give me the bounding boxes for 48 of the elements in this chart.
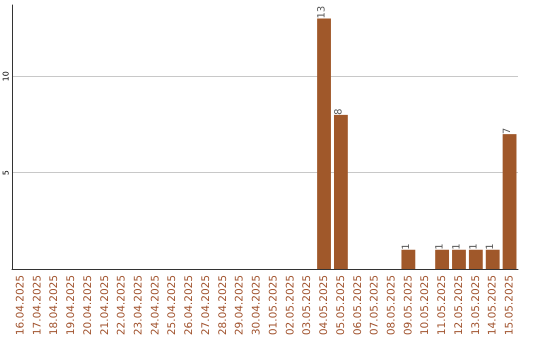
x-tick-label: 30.04.2025 [250,275,263,336]
x-tick-label: 13.05.2025 [470,275,482,336]
x-tick-label: 21.04.2025 [98,275,111,336]
data-label: 8 [333,108,344,115]
x-tick-label: 28.04.2025 [216,275,229,336]
x-tick-label: 22.04.2025 [116,275,128,336]
x-tick-label: 08.05.2025 [386,275,398,336]
data-label: 1 [434,243,446,250]
x-tick-label: 14.05.2025 [486,275,499,336]
x-tick-label: 07.05.2025 [368,275,381,336]
data-label: 1 [400,243,412,250]
x-tick-label: 18.04.2025 [48,275,60,336]
x-tick-label: 29.04.2025 [234,275,246,336]
x-tick-label: 05.05.2025 [334,275,347,336]
y-tick-label: 5 [2,170,10,176]
x-tick-label: 12.05.2025 [452,275,465,336]
x-tick-label: 26.04.2025 [183,275,196,336]
data-label: 1 [468,243,480,250]
data-label: 7 [502,128,514,134]
bar [435,250,450,269]
x-tick-label: 25.04.2025 [166,275,178,336]
x-tick-label: 10.05.2025 [419,275,432,336]
bar [468,250,483,269]
x-tick-label: 17.04.2025 [31,275,44,336]
x-tick-label: 11.05.2025 [436,275,448,336]
x-tick-label: 20.04.2025 [82,275,94,336]
bar [486,250,500,269]
bar [502,134,516,269]
data-label: 1 [451,243,462,250]
data-label: 13 [316,6,328,18]
x-tick-label: 09.05.2025 [402,275,414,336]
x-tick-label: 19.04.2025 [65,275,78,336]
x-tick-label: 03.05.2025 [301,275,314,336]
bar [317,18,331,269]
x-tick-label: 04.05.2025 [318,275,330,336]
x-tick-label: 24.04.2025 [149,275,162,336]
bar [401,250,416,269]
x-tick-label: 15.05.2025 [504,275,516,336]
x-tick-label: 23.04.2025 [132,275,144,336]
x-tick-label: 27.04.2025 [200,275,212,336]
x-tick-label: 02.05.2025 [284,275,296,336]
y-tick-label: 10 [2,71,10,82]
bar [452,250,466,269]
x-tick-label: 16.04.2025 [14,275,26,336]
x-tick-label: 01.05.2025 [267,275,280,336]
bar [334,114,348,269]
data-label: 1 [485,243,496,250]
x-tick-label: 06.05.2025 [352,275,364,336]
